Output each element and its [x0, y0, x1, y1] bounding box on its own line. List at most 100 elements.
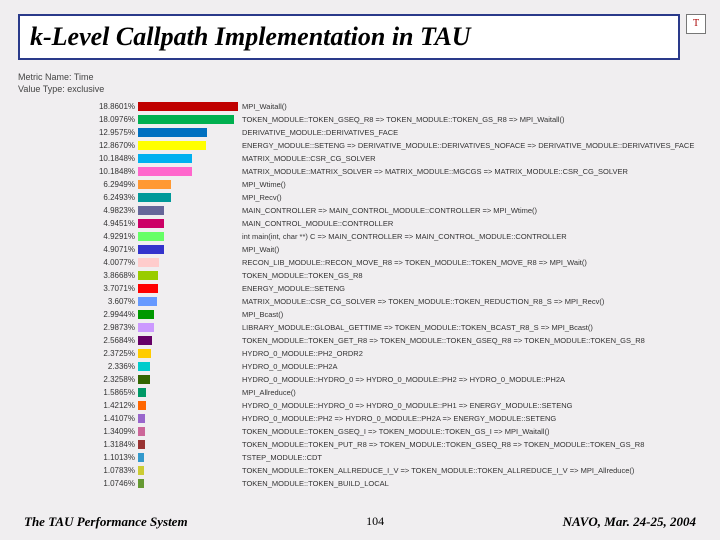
bar-fill [138, 453, 144, 462]
bar-track [138, 232, 238, 241]
bar-label: HYDRO_0_MODULE::PH2_ORDR2 [238, 349, 706, 358]
bar-label: DERIVATIVE_MODULE::DERIVATIVES_FACE [238, 128, 706, 137]
footer: The TAU Performance System 104 NAVO, Mar… [0, 514, 720, 530]
bar-track [138, 271, 238, 280]
bar-row: 1.5865% MPI_Allreduce() [18, 386, 706, 399]
bar-label: MAIN_CONTROLLER => MAIN_CONTROL_MODULE::… [238, 206, 706, 215]
bar-percent: 1.3184% [18, 440, 138, 449]
bar-percent: 3.8668% [18, 271, 138, 280]
bar-label: MPI_Allreduce() [238, 388, 706, 397]
bar-row: 4.9071%MPI_Wait() [18, 243, 706, 256]
bar-track [138, 440, 238, 449]
bar-fill [138, 310, 154, 319]
bar-track [138, 102, 238, 111]
bar-fill [138, 349, 151, 358]
bar-row: 1.4212% HYDRO_0_MODULE::HYDRO_0 => HYDRO_… [18, 399, 706, 412]
bar-label: HYDRO_0_MODULE::PH2 => HYDRO_0_MODULE::P… [238, 414, 706, 423]
bar-label: MPI_Recv() [238, 193, 706, 202]
footer-left: The TAU Performance System [24, 514, 188, 530]
bar-row: 1.4107% HYDRO_0_MODULE::PH2 => HYDRO_0_MO… [18, 412, 706, 425]
bar-row: 2.5684%TOKEN_MODULE::TOKEN_GET_R8 => TOK… [18, 334, 706, 347]
bar-label: TOKEN_MODULE::TOKEN_BUILD_LOCAL [238, 479, 706, 488]
bar-row: 1.0783%TOKEN_MODULE::TOKEN_ALLREDUCE_I_V… [18, 464, 706, 477]
bar-row: 1.3409%TOKEN_MODULE::TOKEN_GSEQ_I => TOK… [18, 425, 706, 438]
bar-percent: 12.8670% [18, 141, 138, 150]
bar-percent: 1.0746% [18, 479, 138, 488]
bar-row: 10.1848%MATRIX_MODULE::MATRIX_SOLVER => … [18, 165, 706, 178]
bar-percent: 4.9823% [18, 206, 138, 215]
bar-track [138, 180, 238, 189]
bar-label: MPI_Wtime() [238, 180, 706, 189]
bar-label: TOKEN_MODULE::TOKEN_GSEQ_I => TOKEN_MODU… [238, 427, 706, 436]
bar-track [138, 284, 238, 293]
bar-row: 2.3258%HYDRO_0_MODULE::HYDRO_0 => HYDRO_… [18, 373, 706, 386]
bar-percent: 4.9451% [18, 219, 138, 228]
bar-fill [138, 297, 157, 306]
bar-label: MAIN_CONTROL_MODULE::CONTROLLER [238, 219, 706, 228]
bar-row: 3.607%MATRIX_MODULE::CSR_CG_SOLVER => TO… [18, 295, 706, 308]
bar-label: MPI_Bcast() [238, 310, 706, 319]
bar-track [138, 310, 238, 319]
bar-percent: 10.1848% [18, 154, 138, 163]
slide: k-Level Callpath Implementation in TAU T… [0, 0, 720, 540]
bar-percent: 2.3725% [18, 349, 138, 358]
bar-row: 3.8668%TOKEN_MODULE::TOKEN_GS_R8 [18, 269, 706, 282]
page-number: 104 [366, 514, 384, 530]
bar-label: MPI_Waitall() [238, 102, 706, 111]
bar-label: HYDRO_0_MODULE::HYDRO_0 => HYDRO_0_MODUL… [238, 401, 706, 410]
bar-fill [138, 427, 145, 436]
footer-right: NAVO, Mar. 24-25, 2004 [563, 514, 696, 530]
bar-row: 18.8601%MPI_Waitall() [18, 100, 706, 113]
bar-row: 1.1013%TSTEP_MODULE::CDT [18, 451, 706, 464]
bar-row: 4.9451% MAIN_CONTROL_MODULE::CONTROLLER [18, 217, 706, 230]
bar-percent: 10.1848% [18, 167, 138, 176]
bar-label: HYDRO_0_MODULE::PH2A [238, 362, 706, 371]
bar-percent: 1.4212% [18, 401, 138, 410]
logo-icon: T [686, 14, 706, 34]
bar-track [138, 167, 238, 176]
bar-track [138, 115, 238, 124]
bar-fill [138, 193, 171, 202]
bar-percent: 4.0077% [18, 258, 138, 267]
bar-percent: 1.4107% [18, 414, 138, 423]
bar-row: 6.2949%MPI_Wtime() [18, 178, 706, 191]
bar-fill [138, 141, 206, 150]
bar-label: TSTEP_MODULE::CDT [238, 453, 706, 462]
bar-row: 4.9291%int main(int, char **) C => MAIN_… [18, 230, 706, 243]
bar-row: 12.9575%DERIVATIVE_MODULE::DERIVATIVES_F… [18, 126, 706, 139]
bar-label: LIBRARY_MODULE::GLOBAL_GETTIME => TOKEN_… [238, 323, 706, 332]
bar-fill [138, 362, 150, 371]
bar-fill [138, 414, 145, 423]
bar-percent: 3.607% [18, 297, 138, 306]
bar-track [138, 336, 238, 345]
bar-percent: 2.9944% [18, 310, 138, 319]
bar-fill [138, 102, 238, 111]
bar-row: 3.7071%ENERGY_MODULE::SETENG [18, 282, 706, 295]
metric-name-line: Metric Name: Time [18, 72, 104, 84]
bar-label: MPI_Wait() [238, 245, 706, 254]
bar-track [138, 362, 238, 371]
bar-row: 1.0746% TOKEN_MODULE::TOKEN_BUILD_LOCAL [18, 477, 706, 490]
bar-fill [138, 323, 154, 332]
bar-fill [138, 206, 164, 215]
bar-fill [138, 180, 171, 189]
bar-label: RECON_LIB_MODULE::RECON_MOVE_R8 => TOKEN… [238, 258, 706, 267]
bar-label: int main(int, char **) C => MAIN_CONTROL… [238, 232, 706, 241]
bar-row: 18.0976%TOKEN_MODULE::TOKEN_GSEQ_R8 => T… [18, 113, 706, 126]
bar-track [138, 427, 238, 436]
bar-track [138, 323, 238, 332]
bar-row: 6.2493%MPI_Recv() [18, 191, 706, 204]
bar-row: 2.3725% HYDRO_0_MODULE::PH2_ORDR2 [18, 347, 706, 360]
title-box: k-Level Callpath Implementation in TAU [18, 14, 680, 60]
slide-title: k-Level Callpath Implementation in TAU [30, 22, 668, 52]
bar-percent: 2.9873% [18, 323, 138, 332]
bar-track [138, 193, 238, 202]
value-type-line: Value Type: exclusive [18, 84, 104, 96]
bar-percent: 1.5865% [18, 388, 138, 397]
bar-track [138, 297, 238, 306]
bar-track [138, 141, 238, 150]
bar-percent: 3.7071% [18, 284, 138, 293]
bar-fill [138, 388, 146, 397]
bar-fill [138, 258, 159, 267]
bar-row: 1.3184%TOKEN_MODULE::TOKEN_PUT_R8 => TOK… [18, 438, 706, 451]
